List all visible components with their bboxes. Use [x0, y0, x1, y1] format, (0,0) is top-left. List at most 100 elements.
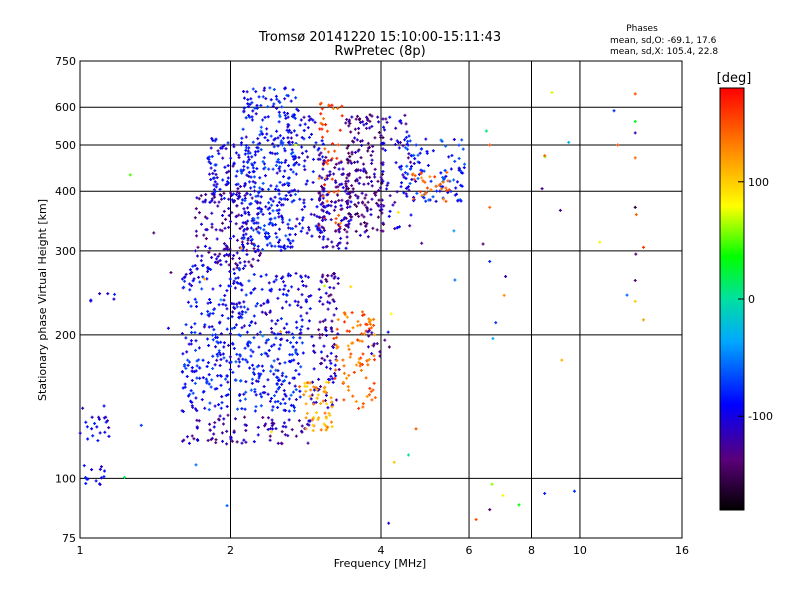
data-point	[209, 301, 213, 305]
data-point	[280, 143, 284, 147]
data-point	[270, 203, 274, 207]
data-point	[244, 428, 248, 432]
data-point	[198, 280, 202, 284]
data-point	[319, 428, 323, 432]
data-point	[252, 221, 256, 225]
data-point	[282, 175, 286, 179]
data-point	[312, 213, 316, 217]
data-point	[363, 203, 367, 207]
data-point	[393, 200, 397, 204]
data-point	[274, 223, 278, 227]
data-point	[251, 363, 255, 367]
data-point	[293, 384, 297, 388]
data-point	[230, 198, 234, 202]
data-point	[251, 140, 255, 144]
data-point	[393, 143, 397, 147]
data-point	[235, 266, 239, 270]
data-point	[304, 416, 308, 420]
data-point	[328, 378, 332, 382]
data-point	[269, 326, 273, 330]
data-point	[366, 118, 370, 122]
data-point	[187, 394, 191, 398]
data-point	[334, 162, 338, 166]
data-point	[195, 196, 199, 200]
data-point	[219, 340, 223, 344]
data-point	[225, 429, 229, 433]
data-point	[243, 260, 247, 264]
data-point	[364, 329, 368, 333]
data-point	[311, 429, 315, 433]
data-point	[305, 411, 309, 415]
data-point	[326, 406, 330, 410]
data-point	[389, 137, 393, 141]
data-point	[226, 393, 230, 397]
data-point	[348, 196, 352, 200]
data-point	[278, 115, 282, 119]
data-point	[407, 188, 411, 192]
x-tick-label: 8	[528, 544, 535, 557]
data-point	[207, 382, 211, 386]
data-point	[488, 205, 492, 209]
data-point	[342, 371, 346, 375]
data-point	[212, 432, 216, 436]
data-point	[354, 363, 358, 367]
data-point	[182, 438, 186, 442]
data-point	[428, 175, 432, 179]
data-point	[319, 101, 323, 105]
data-point	[296, 189, 300, 193]
data-point	[326, 300, 330, 304]
data-point	[270, 344, 274, 348]
data-point	[217, 303, 221, 307]
data-point	[221, 352, 225, 356]
data-point	[357, 118, 361, 122]
data-point	[404, 192, 408, 196]
data-point	[330, 177, 334, 181]
data-point	[246, 98, 250, 102]
data-point	[345, 376, 349, 380]
data-point	[90, 415, 94, 419]
data-point	[416, 153, 420, 157]
data-point	[298, 332, 302, 336]
data-point	[211, 338, 215, 342]
data-point	[273, 195, 277, 199]
data-point	[387, 521, 391, 525]
data-point	[218, 258, 222, 262]
data-point	[202, 233, 206, 237]
data-point	[381, 147, 385, 151]
data-point	[286, 289, 290, 293]
data-point	[284, 158, 288, 162]
data-point	[226, 343, 230, 347]
data-point	[246, 344, 250, 348]
data-point	[234, 262, 238, 266]
data-point	[386, 330, 390, 334]
data-point	[208, 200, 212, 204]
data-point	[269, 427, 273, 431]
data-point	[192, 277, 196, 281]
data-point	[260, 132, 264, 136]
data-point	[325, 193, 329, 197]
data-point	[385, 120, 389, 124]
data-point	[318, 333, 322, 337]
data-point	[252, 372, 256, 376]
data-point	[223, 165, 227, 169]
data-point	[212, 188, 216, 192]
data-point	[241, 248, 245, 252]
data-point	[232, 347, 236, 351]
data-point	[290, 140, 294, 144]
data-point	[322, 390, 326, 394]
data-point	[238, 354, 242, 358]
data-point	[237, 256, 241, 260]
data-point	[194, 300, 198, 304]
data-point	[299, 118, 303, 122]
data-point	[261, 118, 265, 122]
data-point	[317, 222, 321, 226]
data-point	[202, 389, 206, 393]
data-point	[250, 118, 254, 122]
data-point	[281, 203, 285, 207]
data-point	[210, 137, 214, 141]
data-point	[380, 177, 384, 181]
data-point	[300, 318, 304, 322]
data-point	[319, 121, 323, 125]
data-point	[347, 347, 351, 351]
data-point	[247, 260, 251, 264]
